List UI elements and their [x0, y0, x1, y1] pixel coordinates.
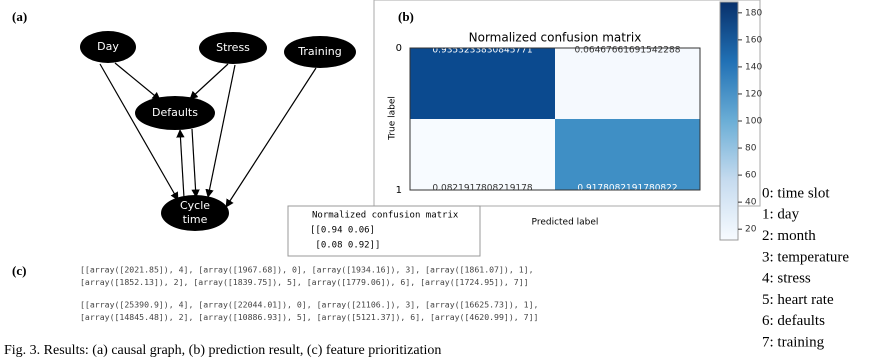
plot-title: Normalized confusion matrix [469, 31, 642, 45]
cell-value: 0.06467661691542288 [575, 46, 681, 56]
panel-label: (c) [12, 263, 26, 278]
matrix-cell [555, 119, 700, 190]
node-label: Stress [216, 41, 250, 54]
array-line: [array([14845.48]), 2], [array([10886.93… [80, 312, 538, 322]
colorbar-tick-label: 60 [745, 171, 757, 181]
node-label: Training [297, 45, 341, 58]
cell-value: 0.9178082191780822 [577, 184, 677, 194]
node-label: Defaults [152, 106, 198, 119]
matrix-cell [555, 48, 700, 119]
feature-legend-item: 5: heart rate [762, 292, 834, 308]
feature-legend-item: 3: temperature [762, 249, 849, 265]
array-line: [[array([25390.9]), 4], [array([22044.01… [80, 300, 538, 310]
panel-label: (b) [398, 9, 414, 24]
graph-node [80, 31, 136, 63]
colorbar-tick-label: 120 [745, 89, 762, 99]
row-tick: 1 [396, 185, 402, 196]
colorbar-tick-label: 140 [745, 62, 762, 72]
printout-line: [0.08 0.92]] [310, 241, 380, 251]
feature-legend-item: 6: defaults [762, 313, 825, 329]
graph-node [284, 36, 356, 68]
x-label: Predicted label [532, 218, 599, 228]
colorbar-tick-label: 80 [745, 144, 757, 154]
node-label: Day [97, 40, 119, 53]
colorbar-tick-label: 20 [745, 225, 757, 235]
printout-line: Normalized confusion matrix [312, 211, 459, 221]
matrix-frame [409, 47, 701, 191]
colorbar-tick-label: 180 [745, 8, 762, 18]
array-line: [array([1852.13]), 2], [array([1839.75])… [80, 277, 529, 287]
printout-box [287, 205, 481, 257]
feature-legend-item: 0: time slot [762, 185, 830, 201]
graph-edges [99, 62, 317, 208]
array-line: [[array([2021.85]), 4], [array([1967.68]… [80, 265, 534, 275]
row-tick: 0 [396, 43, 402, 54]
feature-legend-item: 2: month [762, 228, 816, 244]
printout-line: [[0.94 0.06] [310, 226, 375, 236]
matrix-cell [410, 119, 555, 190]
graph-node [161, 195, 229, 231]
colorbar [719, 1, 739, 241]
caption: Fig. 3. Results: (a) causal graph, (b) p… [4, 343, 441, 358]
y-label: True label [388, 96, 398, 141]
feature-legend-item: 1: day [762, 207, 800, 223]
feature-legend-item: 4: stress [762, 271, 811, 287]
colorbar-tick-label: 40 [745, 198, 757, 208]
feature-legend-item: 7: training [762, 335, 825, 351]
node-label: Cycle time [180, 199, 210, 226]
panel-label: (a) [12, 9, 27, 24]
graph-node [135, 96, 215, 130]
cell-value: 0.0821917808219178 [432, 184, 532, 194]
matrix-cell [410, 48, 555, 119]
colorbar-tick-label: 160 [745, 35, 762, 45]
cell-value: 0.9353233830845771 [432, 46, 532, 56]
colorbar-tick-label: 100 [745, 117, 762, 127]
graph-node [199, 32, 267, 64]
